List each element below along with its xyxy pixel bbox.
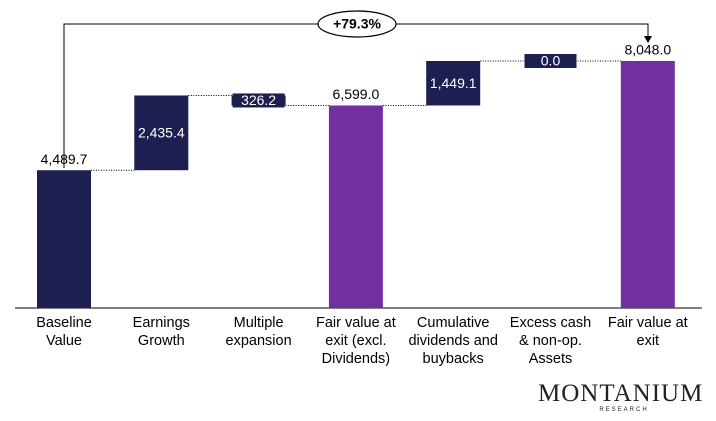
bar <box>620 61 675 309</box>
value-label: 326.2 <box>241 92 276 108</box>
annotation-arrow <box>644 36 652 43</box>
annotation-bubble <box>317 10 397 38</box>
annotation-line <box>396 23 649 38</box>
x-tick-label: Baseline Value <box>36 315 92 349</box>
x-tick-label: Fair value at exit (excl. Dividends) <box>315 315 396 367</box>
logo-sub: RESEARCH <box>599 407 649 413</box>
value-label: 2,435.4 <box>138 125 185 141</box>
x-tick-label: Fair value at exit <box>607 315 688 349</box>
x-tick-label: Multiple expansion <box>225 315 292 349</box>
value-label: 1,449.1 <box>430 75 477 91</box>
x-tick-label: Excess cash & non-op. Assets <box>509 315 592 367</box>
value-label: 4,489.7 <box>41 151 88 167</box>
x-tick-label: Earnings Growth <box>132 315 190 349</box>
x-tick-label: Cumulative dividends and buybacks <box>408 315 498 367</box>
logo: MONTANIUM <box>538 380 704 407</box>
value-label: 8,048.0 <box>624 42 671 58</box>
annotation: +79.3% <box>333 16 381 32</box>
bar <box>426 61 481 106</box>
bar <box>134 95 189 171</box>
label-bg <box>524 54 577 68</box>
value-label: 0.0 <box>541 53 561 69</box>
bar <box>37 170 91 308</box>
bar <box>328 105 383 308</box>
label-bg <box>232 93 285 108</box>
value-label: 6,599.0 <box>333 86 380 102</box>
annotation-line <box>63 23 318 168</box>
